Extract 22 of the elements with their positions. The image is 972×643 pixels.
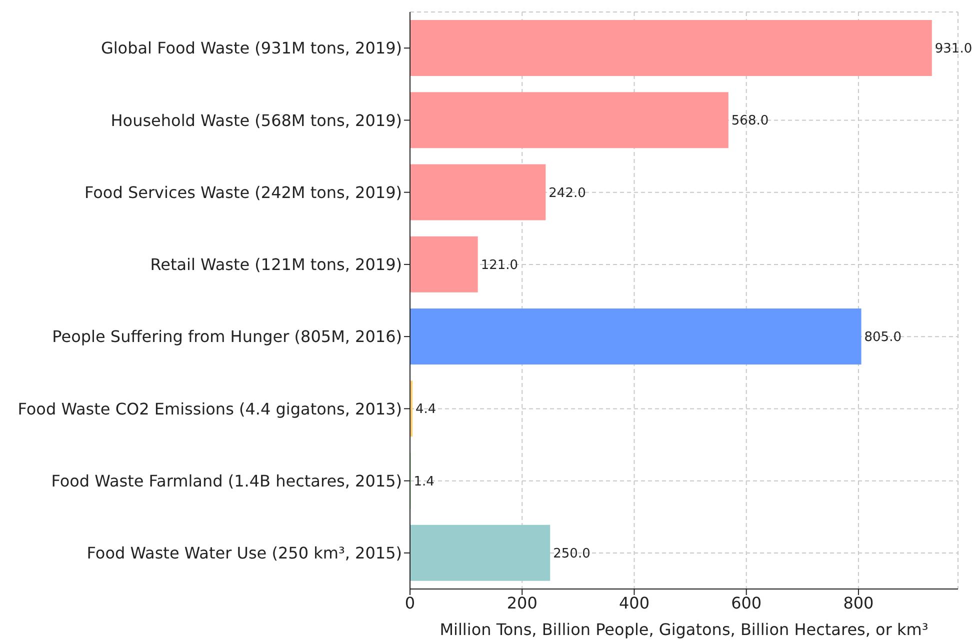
y-tick-label: Food Services Waste (242M tons, 2019) (84, 182, 402, 202)
data-label: 242.0 (548, 186, 586, 201)
x-axis-title: Million Tons, Billion People, Gigatons, Billion Hectares, or km³ (440, 620, 928, 639)
y-tick-label: People Suffering from Hunger (805M, 2016) (52, 327, 402, 346)
y-tick-label: Retail Waste (121M tons, 2019) (150, 255, 402, 274)
y-tick-label: Food Waste Water Use (250 km³, 2015) (86, 544, 402, 563)
data-label: 805.0 (864, 330, 902, 346)
x-tick-label: 600 (731, 593, 762, 612)
y-tick-label: Household Waste (568M tons, 2019) (110, 110, 402, 130)
data-label: 568.0 (731, 114, 769, 129)
y-tick-label: Food Waste CO2 Emissions (4.4 gigatons, 2013) (18, 399, 402, 418)
data-label: 4.4 (415, 402, 436, 418)
data-label: 250.0 (553, 546, 590, 562)
data-label: 1.4 (414, 474, 434, 490)
x-tick-label: 200 (506, 593, 538, 612)
x-tick-label: 0 (404, 593, 416, 612)
data-label: 121.0 (480, 258, 518, 273)
x-tick-label: 800 (843, 593, 874, 612)
data-label: 931.0 (934, 42, 972, 57)
x-tick-label: 400 (618, 593, 650, 612)
y-tick-label: Global Food Waste (931M tons, 2019) (100, 38, 402, 58)
y-tick-label: Food Waste Farmland (1.4B hectares, 2015) (51, 471, 402, 490)
